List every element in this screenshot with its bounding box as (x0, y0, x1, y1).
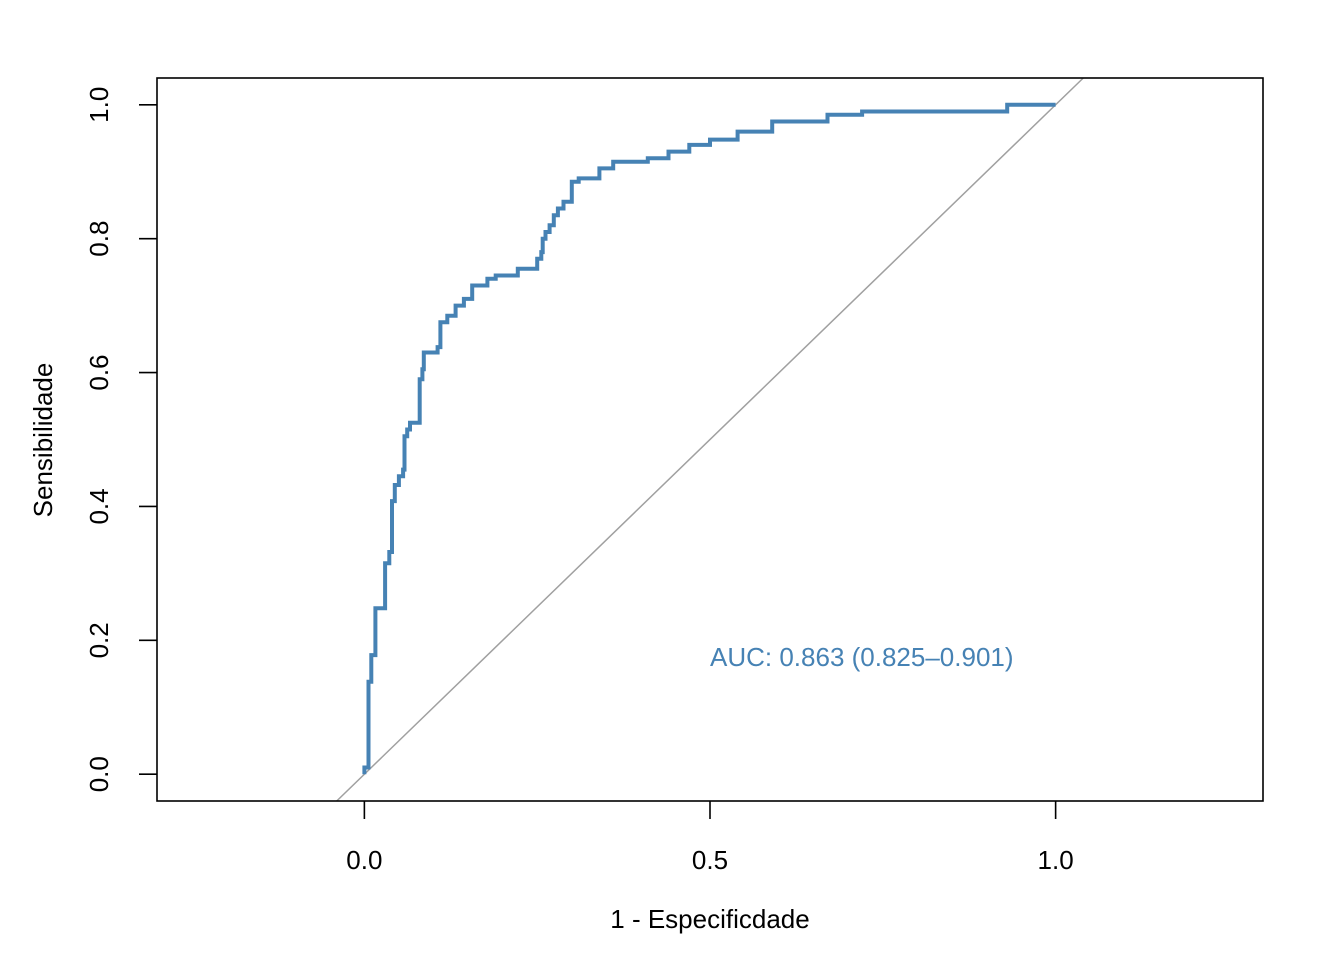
y-axis: 0.0 0.2 0.4 0.6 0.8 1.0 (84, 87, 157, 792)
x-axis-title: 1 - Especificdade (610, 904, 809, 934)
y-tick-label: 0.0 (84, 756, 114, 792)
plot-frame (156, 77, 1264, 802)
x-tick-label: 0.0 (346, 845, 382, 875)
x-tick-label: 1.0 (1038, 845, 1074, 875)
reference-diagonal-line (336, 77, 1084, 802)
roc-curve-line (362, 102, 1056, 775)
x-axis: 0.0 0.5 1.0 (346, 801, 1074, 875)
y-tick-label: 0.8 (84, 221, 114, 257)
y-axis-title: Sensibilidade (28, 363, 58, 518)
y-tick-label: 1.0 (84, 87, 114, 123)
y-tick-label: 0.6 (84, 354, 114, 390)
y-tick-label: 0.2 (84, 622, 114, 658)
auc-annotation: AUC: 0.863 (0.825–0.901) (710, 642, 1014, 672)
y-tick-label: 0.4 (84, 488, 114, 524)
x-tick-label: 0.5 (692, 845, 728, 875)
